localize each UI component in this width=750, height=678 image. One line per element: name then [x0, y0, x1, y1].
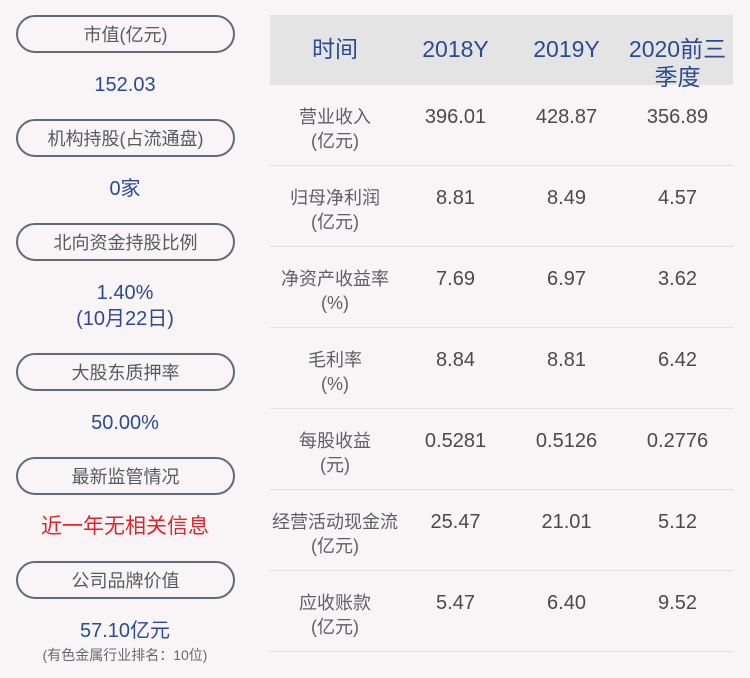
row-label: 净资产收益率 (%) — [270, 267, 400, 315]
row-label: 归母净利润 (亿元) — [270, 186, 400, 234]
cell-2019: 428.87 — [535, 106, 598, 128]
pledge-ratio-value: 50.00% — [91, 412, 159, 434]
row-label: 应收账款 (亿元) — [270, 591, 400, 639]
cell-2018: 7.69 — [436, 268, 475, 290]
table-row: 归母净利润 (亿元) 8.81 8.49 4.57 — [270, 166, 733, 247]
header-2020-q3-line2: 季度 — [654, 64, 701, 90]
northbound-holding-date: (10月22日) — [76, 308, 174, 330]
regulatory-status-value: 近一年无相关信息 — [41, 515, 209, 538]
brand-value-label: 公司品牌价值 — [71, 571, 180, 591]
left-summary-panel: 市值(亿元) 152.03 机构持股(占流通盘) 0家 北向资金持股比例 1.4… — [0, 0, 250, 678]
cell-2020: 3.62 — [658, 268, 697, 290]
table-row: 毛利率 (%) 8.84 8.81 6.42 — [270, 328, 733, 409]
market-cap-value: 152.03 — [94, 74, 156, 96]
row-label: 毛利率 (%) — [270, 348, 400, 396]
row-label-unit: (亿元) — [311, 212, 359, 232]
northbound-holding-value: 1.40% — [96, 282, 154, 304]
cell-2019: 8.81 — [547, 349, 586, 371]
brand-value-value: 57.10亿元 — [79, 620, 171, 642]
institutional-holdings-label-pill: 机构持股(占流通盘) — [16, 119, 235, 157]
cell-2018: 8.81 — [436, 187, 475, 209]
header-2020-q3-line1: 2020前三 — [628, 36, 727, 62]
row-label-unit: (亿元) — [311, 617, 359, 637]
row-label-name: 归母净利润 — [290, 188, 380, 208]
row-label-name: 毛利率 — [308, 350, 362, 370]
institutional-holdings-label: 机构持股(占流通盘) — [47, 129, 204, 149]
row-label: 经营活动现金流 (亿元) — [270, 510, 400, 558]
cell-2020: 4.57 — [658, 187, 697, 209]
row-label-name: 净资产收益率 — [281, 269, 389, 289]
row-label-name: 应收账款 — [299, 593, 371, 613]
row-label-unit: (%) — [321, 374, 349, 394]
table-row: 营业收入 (亿元) 396.01 428.87 356.89 — [270, 85, 733, 166]
cell-2019: 6.40 — [547, 592, 586, 614]
cell-2018: 0.5281 — [424, 430, 487, 452]
cell-2018: 5.47 — [436, 592, 475, 614]
header-2019: 2019Y — [533, 36, 600, 62]
cell-2018: 396.01 — [424, 106, 487, 128]
northbound-holding-label: 北向资金持股比例 — [53, 233, 198, 253]
cell-2020: 9.52 — [658, 592, 697, 614]
regulatory-status-label: 最新监管情况 — [71, 467, 180, 487]
row-label-name: 营业收入 — [299, 107, 371, 127]
cell-2020: 356.89 — [646, 106, 709, 128]
market-cap-label-pill: 市值(亿元) — [16, 15, 235, 53]
table-row: 每股收益 (元) 0.5281 0.5126 0.2776 — [270, 409, 733, 490]
cell-2019: 0.5126 — [535, 430, 598, 452]
cell-2020: 6.42 — [658, 349, 697, 371]
cell-2018: 8.84 — [436, 349, 475, 371]
table-row: 净资产收益率 (%) 7.69 6.97 3.62 — [270, 247, 733, 328]
header-2020-q3: 2020前三 季度 — [622, 35, 733, 91]
header-time: 时间 — [312, 36, 358, 62]
row-label-unit: (亿元) — [311, 131, 359, 151]
row-label-name: 每股收益 — [299, 431, 371, 451]
pledge-ratio-label-pill: 大股东质押率 — [16, 353, 235, 391]
row-label: 每股收益 (元) — [270, 429, 400, 477]
cell-2020: 5.12 — [658, 511, 697, 533]
brand-value-label-pill: 公司品牌价值 — [16, 561, 235, 599]
cell-2018: 25.47 — [430, 511, 481, 533]
row-label-unit: (元) — [320, 455, 350, 475]
regulatory-status-label-pill: 最新监管情况 — [16, 457, 235, 495]
pledge-ratio-label: 大股东质押率 — [71, 363, 180, 383]
row-label: 营业收入 (亿元) — [270, 105, 400, 153]
institutional-holdings-value: 0家 — [109, 178, 141, 200]
table-row: 经营活动现金流 (亿元) 25.47 21.01 5.12 — [270, 490, 733, 571]
brand-value-rank-note: (有色金属行业排名：10位) — [42, 647, 208, 663]
financial-table: 时间 2018Y 2019Y 2020前三 季度 营业收入 (亿元) 396.0… — [270, 15, 733, 652]
row-label-unit: (%) — [321, 293, 349, 313]
table-header: 时间 2018Y 2019Y 2020前三 季度 — [270, 15, 733, 90]
market-cap-label: 市值(亿元) — [83, 25, 168, 45]
cell-2019: 8.49 — [547, 187, 586, 209]
northbound-holding-label-pill: 北向资金持股比例 — [16, 223, 235, 261]
cell-2020: 0.2776 — [646, 430, 709, 452]
header-2018: 2018Y — [422, 36, 489, 62]
cell-2019: 6.97 — [547, 268, 586, 290]
row-label-name: 经营活动现金流 — [272, 512, 398, 532]
cell-2019: 21.01 — [541, 511, 592, 533]
table-row: 应收账款 (亿元) 5.47 6.40 9.52 — [270, 571, 733, 652]
row-label-unit: (亿元) — [311, 536, 359, 556]
